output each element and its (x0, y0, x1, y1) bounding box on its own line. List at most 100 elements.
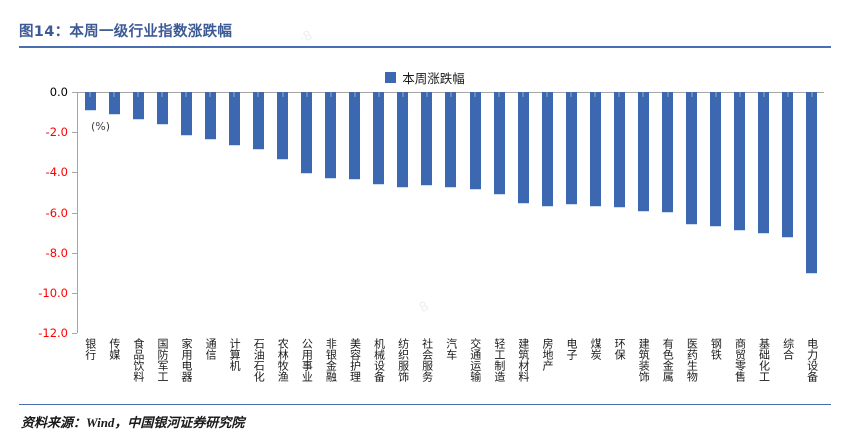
bar-slot (680, 92, 704, 333)
x-axis-category-label: 通信 (204, 338, 218, 360)
title-block: 图14：本周一级行业指数涨跌幅 (19, 20, 831, 48)
bar[interactable] (541, 92, 553, 207)
x-axis-category-label: 传媒 (107, 338, 121, 360)
x-axis-category-label: 美容护理 (348, 338, 362, 382)
x-axis-tick (450, 92, 452, 97)
bar[interactable] (637, 92, 649, 213)
y-axis-label: -2.0 (45, 125, 68, 140)
x-axis-tick (113, 92, 115, 97)
x-axis-tick (137, 92, 139, 97)
x-axis-labels: 银行 传媒 食品饮料 国防军工 家用电器 通信 计算机 石油石化 农林牧渔 公用事业 非银金融 美容护… (78, 338, 824, 430)
x-axis-tick (739, 92, 741, 97)
bar[interactable] (710, 92, 722, 227)
bar-slot (150, 92, 174, 333)
y-axis-tick (72, 333, 77, 334)
x-axis-category-label: 基础化工 (757, 338, 771, 382)
bar[interactable] (493, 92, 505, 196)
chart-legend: 本周涨跌幅 (19, 68, 831, 87)
x-axis-category-label: 轻工制造 (492, 338, 506, 382)
bar[interactable] (782, 92, 794, 239)
x-axis-tick (378, 92, 380, 97)
bar-slot (800, 92, 824, 333)
bar[interactable] (565, 92, 577, 206)
x-label-slot: 通信 (198, 338, 222, 360)
x-label-slot: 食品饮料 (126, 338, 150, 382)
y-axis-tick (72, 212, 77, 214)
x-axis-category-label: 石油石化 (252, 338, 266, 382)
x-axis-tick (89, 92, 91, 97)
bar[interactable] (108, 92, 120, 115)
x-axis-category-label: 钢铁 (709, 338, 723, 360)
bar[interactable] (806, 92, 818, 274)
x-label-slot: 计算机 (222, 338, 246, 371)
bar[interactable] (469, 92, 481, 190)
bar[interactable] (662, 92, 674, 214)
bar-slot (367, 92, 391, 333)
bar[interactable] (228, 92, 240, 146)
source-note: 资料来源：Wind，中国银河证券研究院 (21, 415, 245, 430)
bar-slot (343, 92, 367, 333)
bar[interactable] (373, 92, 385, 186)
bar-slot (246, 92, 270, 333)
bar-slot (752, 92, 776, 333)
y-axis-tick (72, 172, 77, 174)
bar[interactable] (277, 92, 289, 160)
x-label-slot: 纺织服饰 (391, 338, 415, 382)
x-label-slot: 综合 (776, 338, 800, 360)
x-axis-tick (233, 92, 235, 97)
x-axis-tick (330, 92, 332, 97)
x-label-slot: 国防军工 (150, 338, 174, 382)
bar-slot (559, 92, 583, 333)
x-axis-tick (642, 92, 644, 97)
bar-slot (174, 92, 198, 333)
bar-slot (391, 92, 415, 333)
y-axis-label: -4.0 (45, 165, 68, 180)
x-axis-category-label: 银行 (83, 338, 97, 360)
bar[interactable] (301, 92, 313, 174)
x-label-slot: 机械设备 (367, 338, 391, 382)
bar[interactable] (758, 92, 770, 235)
y-axis-unit-label: (%) (91, 120, 111, 133)
x-axis-tick (257, 92, 259, 97)
x-label-slot: 医药生物 (680, 338, 704, 382)
bar[interactable] (156, 92, 168, 125)
x-label-slot: 轻工制造 (487, 338, 511, 382)
x-axis-tick (618, 92, 620, 97)
bar[interactable] (734, 92, 746, 231)
bar-slot (439, 92, 463, 333)
x-label-slot: 传媒 (102, 338, 126, 360)
x-label-slot: 农林牧渔 (271, 338, 295, 382)
x-axis-tick (354, 92, 356, 97)
bar[interactable] (349, 92, 361, 180)
bar[interactable] (421, 92, 433, 187)
x-axis-tick (185, 92, 187, 97)
x-axis-category-label: 房地产 (540, 338, 554, 371)
bar[interactable] (397, 92, 409, 189)
bar[interactable] (325, 92, 337, 179)
bar[interactable] (517, 92, 529, 205)
x-label-slot: 汽车 (439, 338, 463, 360)
bar[interactable] (445, 92, 457, 188)
bar[interactable] (180, 92, 192, 137)
bar-slot (511, 92, 535, 333)
x-axis-tick (811, 92, 813, 97)
bar-slot (583, 92, 607, 333)
y-axis-tick (72, 132, 77, 134)
bar-slot (126, 92, 150, 333)
x-axis-category-label: 医药生物 (685, 338, 699, 382)
x-label-slot: 建筑材料 (511, 338, 535, 382)
y-axis-label: -6.0 (45, 205, 68, 220)
bar[interactable] (84, 92, 96, 111)
x-label-slot: 商贸零售 (728, 338, 752, 382)
bar[interactable] (204, 92, 216, 141)
bar[interactable] (132, 92, 144, 120)
x-axis-tick (161, 92, 163, 97)
bar-slot (295, 92, 319, 333)
x-axis-tick (522, 92, 524, 97)
bar[interactable] (686, 92, 698, 226)
bar[interactable] (589, 92, 601, 207)
x-axis-tick (763, 92, 765, 97)
bar[interactable] (613, 92, 625, 208)
bar[interactable] (252, 92, 264, 151)
